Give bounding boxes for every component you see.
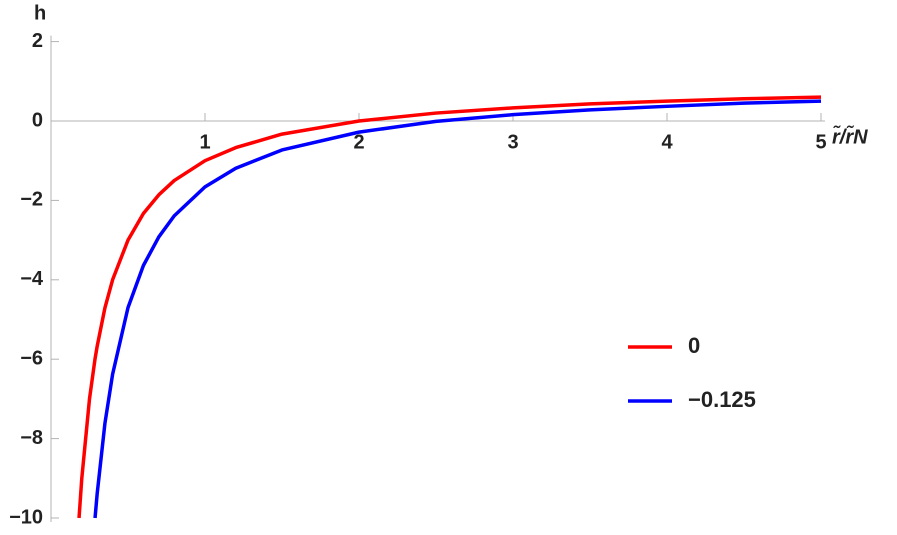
y-tick-label: −10 — [9, 506, 43, 528]
x-tick-label: 4 — [661, 131, 673, 153]
y-tick-label: −2 — [20, 189, 43, 211]
x-tick-label: 3 — [507, 131, 518, 153]
y-tick-label: 2 — [32, 30, 43, 52]
y-tick-label: −4 — [20, 268, 44, 290]
data-line — [93, 99, 822, 519]
y-tick-label: −8 — [20, 427, 43, 449]
y-axis-label: h — [34, 2, 46, 24]
x-tick-label: 5 — [815, 131, 826, 153]
y-tick-label: −6 — [20, 347, 43, 369]
y-tick-label: 0 — [32, 109, 43, 131]
data-line — [77, 95, 822, 519]
x-tick-label: 1 — [199, 131, 210, 153]
legend-label: 0 — [688, 333, 700, 358]
x-axis-label: r̃/r̃N — [832, 124, 868, 148]
legend-label: −0.125 — [688, 387, 756, 412]
x-tick-label: 2 — [353, 131, 364, 153]
